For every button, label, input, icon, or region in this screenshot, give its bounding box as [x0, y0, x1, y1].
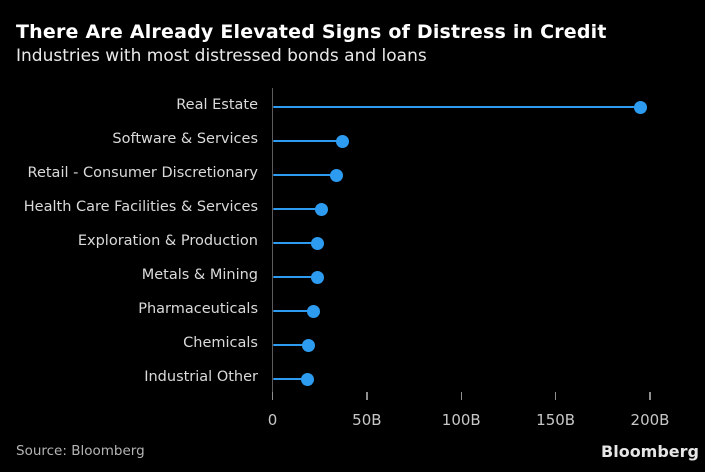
lollipop-stem	[272, 173, 337, 177]
category-label: Software & Services	[112, 131, 258, 147]
x-tick-mark	[460, 392, 462, 400]
lollipop-stem	[272, 309, 314, 313]
x-tick-mark	[366, 392, 368, 400]
data-point	[330, 168, 344, 182]
x-tick-label: 0	[267, 411, 278, 429]
x-tick-label: 150B	[536, 411, 576, 429]
category-label: Retail - Consumer Discretionary	[27, 165, 258, 181]
chart-subtitle: Industries with most distressed bonds an…	[16, 46, 427, 66]
x-tick-mark	[271, 392, 274, 400]
x-tick-mark	[554, 392, 557, 400]
data-point	[335, 134, 349, 148]
chart-title: There Are Already Elevated Signs of Dist…	[16, 21, 607, 43]
source-note: Source: Bloomberg	[16, 443, 145, 459]
x-tick-mark	[649, 392, 651, 400]
lollipop-stem	[272, 275, 318, 279]
lollipop-stem	[272, 377, 308, 381]
category-label: Real Estate	[176, 97, 258, 113]
x-tick-label: 50B	[352, 411, 382, 429]
bloomberg-logo: Bloomberg	[601, 442, 699, 461]
data-point	[306, 304, 320, 318]
lollipop-stem	[272, 241, 318, 245]
category-label: Industrial Other	[144, 369, 258, 385]
category-label: Exploration & Production	[77, 233, 258, 249]
x-tick-label: 100B	[441, 411, 481, 429]
data-point	[315, 202, 329, 216]
data-point	[301, 338, 315, 352]
category-label: Chemicals	[183, 335, 258, 351]
data-point	[311, 270, 325, 284]
x-tick-label: 200B	[630, 411, 670, 429]
data-point	[300, 372, 314, 386]
lollipop-stem	[272, 105, 641, 109]
lollipop-stem	[272, 343, 309, 347]
category-label: Pharmaceuticals	[138, 301, 258, 317]
data-point	[311, 236, 325, 250]
lollipop-stem	[272, 139, 343, 143]
category-label: Metals & Mining	[141, 267, 258, 283]
y-axis-line	[272, 88, 273, 400]
lollipop-stem	[272, 207, 322, 211]
data-point	[634, 100, 648, 114]
category-label: Health Care Facilities & Services	[23, 199, 258, 215]
